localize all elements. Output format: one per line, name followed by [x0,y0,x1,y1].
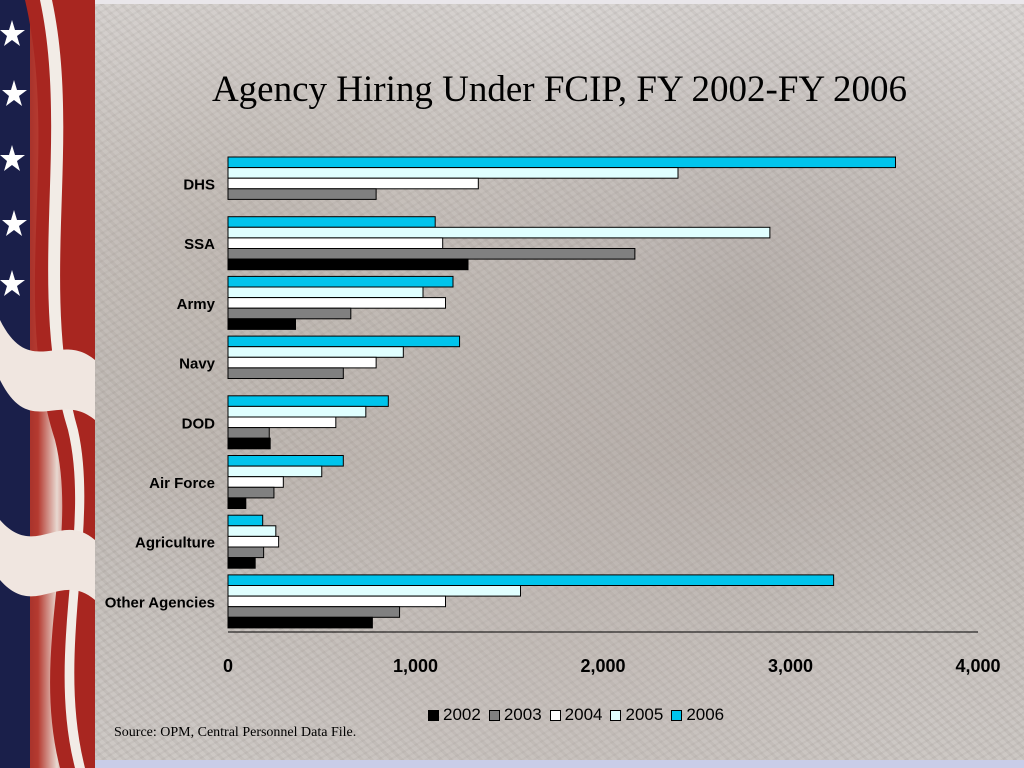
bar-army-2003 [227,307,352,320]
category-label: Agriculture [135,535,215,552]
bar-army-2006 [227,275,454,288]
source-note: Source: OPM, Central Personnel Data File… [114,725,357,740]
x-tick-label: 1,000 [393,656,438,676]
bar-dod-2002 [227,437,271,450]
bar-dhs-2003 [227,188,377,200]
bar-dhs-2006 [227,156,896,169]
legend-item-2006: 2006 [671,705,724,725]
category-label: DHS [183,177,215,194]
bar-dhs-2005 [227,167,679,179]
bar-air-force-2005 [227,465,323,478]
bar-army-2002 [227,318,296,330]
bar-other-agencies-2003 [227,606,401,618]
x-tick-label: 4,000 [955,656,1000,676]
category-label: Navy [179,356,216,373]
legend-swatch [428,709,439,721]
bar-navy-2004 [227,356,377,369]
bar-dod-2006 [227,395,389,407]
bar-agriculture-2005 [227,525,277,537]
legend-label: 2006 [686,705,725,724]
legend-swatch [610,709,622,721]
bar-agriculture-2003 [227,546,265,559]
legend-item-2002: 2002 [428,705,481,725]
bar-agriculture-2004 [227,535,280,548]
bar-other-agencies-2002 [227,616,373,629]
category-label: DOD [182,415,216,432]
bar-dod-2004 [227,416,337,429]
chart-legend: 2002 2003 2004 2005 2006 [428,705,726,725]
category-label: SSA [184,236,215,253]
bar-dhs-2004 [227,177,479,190]
bar-ssa-2006 [227,216,436,228]
bottom-bar [95,760,1024,768]
legend-label: 2004 [564,705,603,724]
bar-agriculture-2006 [227,514,264,527]
x-tick-label: 0 [223,656,233,676]
category-label: Other Agencies [105,594,215,611]
legend-label: 2002 [443,705,481,724]
flag-decoration [0,0,95,768]
legend-item-2005: 2005 [610,705,663,725]
bar-agriculture-2002 [227,557,256,569]
legend-item-2004: 2004 [549,705,603,725]
slide-title: Agency Hiring Under FCIP, FY 2002-FY 200… [211,69,908,110]
bar-navy-2005 [227,346,404,358]
bar-air-force-2006 [227,455,344,467]
bar-ssa-2003 [227,248,636,260]
bar-ssa-2005 [227,226,771,239]
legend-swatch [671,709,683,721]
category-label: Army [177,296,216,313]
bar-army-2004 [227,297,446,309]
bar-ssa-2002 [227,258,469,271]
bar-navy-2006 [227,335,461,348]
bar-dod-2003 [227,427,270,439]
legend-swatch [488,709,500,721]
bar-other-agencies-2005 [227,585,521,597]
x-tick-label: 2,000 [580,656,625,676]
bar-ssa-2004 [227,237,444,249]
legend-swatch [549,709,561,721]
bar-air-force-2003 [227,486,275,499]
x-tick-label: 3,000 [768,656,813,676]
category-label: Air Force [149,475,215,492]
bar-air-force-2002 [227,497,247,509]
bar-navy-2003 [227,367,344,379]
flag-icon [0,0,95,768]
bar-other-agencies-2004 [227,595,446,608]
legend-label: 2005 [625,705,664,724]
background-photo [95,4,1024,762]
bar-dod-2005 [227,405,367,418]
bar-army-2005 [227,286,424,299]
bar-other-agencies-2006 [227,574,835,587]
bar-air-force-2004 [227,476,284,488]
legend-label: 2003 [503,705,542,724]
legend-item-2003: 2003 [488,705,542,725]
